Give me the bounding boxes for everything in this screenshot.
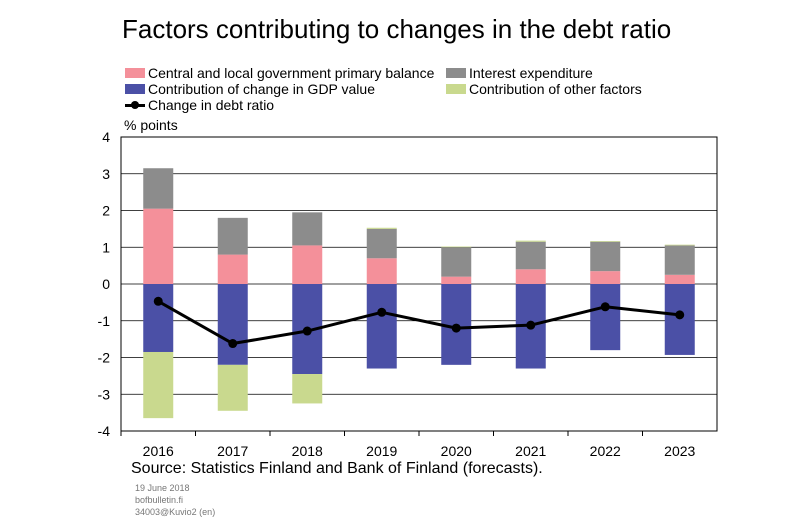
- legend-item-other-factors: Contribution of other factors: [446, 81, 642, 97]
- footer-site: bofbulletin.fi: [135, 495, 184, 505]
- bar-contribution-of-other-factors-2019: [366, 227, 397, 229]
- x-tick-label-2019: 2019: [366, 443, 397, 459]
- y-tick-label: 3: [102, 166, 110, 182]
- point-change-in-debt-ratio-2017: [228, 339, 238, 349]
- source-note: Source: Statistics Finland and Bank of F…: [131, 460, 543, 477]
- bar-interest-expenditure-2017: [217, 217, 248, 255]
- chart-title: Factors contributing to changes in the d…: [122, 14, 672, 44]
- y-tick-label: -1: [98, 313, 111, 329]
- legend-label-debt-ratio-change: Change in debt ratio: [148, 97, 275, 113]
- x-tick-label-2023: 2023: [664, 443, 695, 459]
- point-change-in-debt-ratio-2022: [600, 302, 610, 312]
- bar-central-and-local-government-primary-balance-2017: [217, 254, 248, 284]
- bar-interest-expenditure-2016: [143, 168, 174, 209]
- legend-item-debt-ratio-change: Change in debt ratio: [125, 97, 274, 113]
- legend-item-primary-balance: Central and local government primary bal…: [125, 65, 434, 81]
- bar-contribution-of-change-in-gdp-value-2017: [217, 284, 248, 365]
- bar-contribution-of-other-factors-2016: [143, 351, 174, 419]
- legend-swatch-gdp-contribution: [125, 84, 145, 94]
- y-tick-label: 4: [102, 129, 110, 145]
- legend-label-primary-balance: Central and local government primary bal…: [148, 65, 435, 81]
- y-axis-unit-label: % points: [124, 117, 178, 133]
- bar-central-and-local-government-primary-balance-2019: [366, 258, 397, 284]
- legend-swatch-debt-ratio-change: [125, 100, 145, 110]
- bar-interest-expenditure-2019: [366, 228, 397, 259]
- bar-interest-expenditure-2020: [441, 247, 472, 277]
- bar-central-and-local-government-primary-balance-2020: [441, 276, 472, 284]
- legend-swatch-interest-expenditure: [446, 68, 466, 78]
- bar-interest-expenditure-2023: [664, 245, 695, 275]
- point-change-in-debt-ratio-2019: [377, 307, 387, 317]
- point-change-in-debt-ratio-2020: [451, 323, 461, 333]
- x-tick-label-2016: 2016: [143, 443, 174, 459]
- point-change-in-debt-ratio-2018: [302, 326, 312, 336]
- x-tick-label-2021: 2021: [515, 443, 546, 459]
- plot-frame: [120, 136, 718, 432]
- bar-central-and-local-government-primary-balance-2022: [590, 271, 621, 284]
- bar-contribution-of-change-in-gdp-value-2022: [590, 284, 621, 351]
- point-change-in-debt-ratio-2021: [526, 320, 536, 330]
- bar-contribution-of-change-in-gdp-value-2023: [664, 284, 695, 355]
- point-change-in-debt-ratio-2016: [153, 296, 163, 306]
- legend-label-gdp-contribution: Contribution of change in GDP value: [148, 81, 375, 97]
- bar-contribution-of-change-in-gdp-value-2019: [366, 284, 397, 369]
- bar-central-and-local-government-primary-balance-2016: [143, 208, 174, 284]
- y-tick-label: -4: [98, 423, 111, 439]
- legend-item-gdp-contribution: Contribution of change in GDP value: [125, 81, 375, 97]
- y-tick-label: -3: [98, 386, 111, 402]
- bar-interest-expenditure-2021: [515, 241, 546, 270]
- point-change-in-debt-ratio-2023: [675, 310, 685, 320]
- legend-swatch-primary-balance: [125, 68, 145, 78]
- y-tick-label: 0: [102, 276, 110, 292]
- x-tick-label-2022: 2022: [590, 443, 621, 459]
- x-tick-label-2018: 2018: [292, 443, 323, 459]
- footer-date: 19 June 2018: [135, 483, 190, 493]
- legend-item-interest-expenditure: Interest expenditure: [446, 65, 593, 81]
- line-change-in-debt-ratio: [157, 299, 680, 346]
- footer-code: 34003@Kuvio2 (en): [135, 507, 216, 517]
- legend-swatch-other-factors: [446, 84, 466, 94]
- bar-interest-expenditure-2018: [292, 212, 323, 246]
- bar-central-and-local-government-primary-balance-2023: [664, 274, 695, 284]
- legend-label-interest-expenditure: Interest expenditure: [469, 65, 593, 81]
- bar-contribution-of-other-factors-2017: [217, 364, 248, 411]
- bar-central-and-local-government-primary-balance-2018: [292, 245, 323, 284]
- bar-central-and-local-government-primary-balance-2021: [515, 269, 546, 284]
- y-tick-label: -2: [98, 350, 111, 366]
- y-tick-label: 2: [102, 203, 110, 219]
- bar-contribution-of-other-factors-2021: [515, 240, 546, 242]
- bar-interest-expenditure-2022: [590, 241, 621, 272]
- x-tick-label-2020: 2020: [441, 443, 472, 459]
- bar-contribution-of-other-factors-2018: [292, 374, 323, 404]
- bar-contribution-of-change-in-gdp-value-2016: [143, 284, 174, 352]
- bar-contribution-of-other-factors-2023: [664, 244, 695, 246]
- y-tick-label: 1: [102, 239, 110, 255]
- bar-contribution-of-other-factors-2020: [441, 246, 472, 248]
- x-tick-label-2017: 2017: [217, 443, 248, 459]
- legend-label-other-factors: Contribution of other factors: [469, 81, 642, 97]
- bar-contribution-of-other-factors-2022: [590, 241, 621, 242]
